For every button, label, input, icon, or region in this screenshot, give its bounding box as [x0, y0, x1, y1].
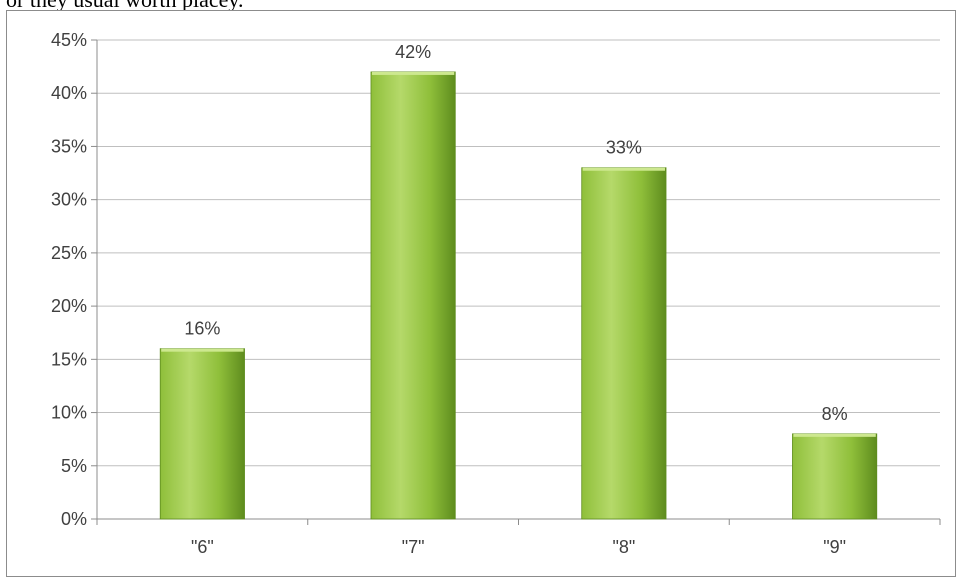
- bar-chart: 0% 5% 10% 15% 20% 25% 30% 35% 40% 45% 16% "6" 42% "7"…: [51, 30, 941, 557]
- bar-top-highlight: [161, 348, 244, 352]
- bar-3: [792, 433, 878, 520]
- y-tick-label: 30%: [51, 190, 87, 210]
- y-tick-label: 5%: [61, 456, 87, 476]
- y-tick-label: 45%: [51, 30, 87, 50]
- bar-top-highlight: [371, 71, 455, 75]
- y-tick-label: 10%: [51, 403, 87, 423]
- top-text-fragment: or they usual worth placey.: [6, 0, 243, 13]
- bar-top-highlight: [793, 433, 876, 437]
- y-tick-label: 25%: [51, 243, 87, 263]
- x-tick-label: "8": [612, 537, 635, 557]
- y-tick-label: 20%: [51, 296, 87, 316]
- y-tick-label: 0%: [61, 509, 87, 529]
- bar-top-highlight: [582, 167, 666, 171]
- x-tick-label: "7": [402, 537, 425, 557]
- gridlines: [97, 39, 940, 467]
- labels: 0% 5% 10% 15% 20% 25% 30% 35% 40% 45% 16% "6" 42% "7"…: [51, 30, 848, 557]
- bar-1: [370, 71, 456, 520]
- bar-0: [159, 348, 245, 520]
- bar-2: [581, 167, 667, 520]
- bars: [159, 71, 878, 520]
- data-label: 16%: [184, 319, 220, 339]
- data-label: 42%: [395, 42, 431, 62]
- x-tick-label: "9": [823, 537, 846, 557]
- x-tick-label: "6": [191, 537, 214, 557]
- chart-frame: 0% 5% 10% 15% 20% 25% 30% 35% 40% 45% 16% "6" 42% "7"…: [6, 10, 956, 577]
- y-tick-label: 15%: [51, 349, 87, 369]
- data-label: 33%: [606, 138, 642, 158]
- y-tick-label: 40%: [51, 83, 87, 103]
- y-tick-label: 35%: [51, 136, 87, 156]
- data-label: 8%: [822, 404, 848, 424]
